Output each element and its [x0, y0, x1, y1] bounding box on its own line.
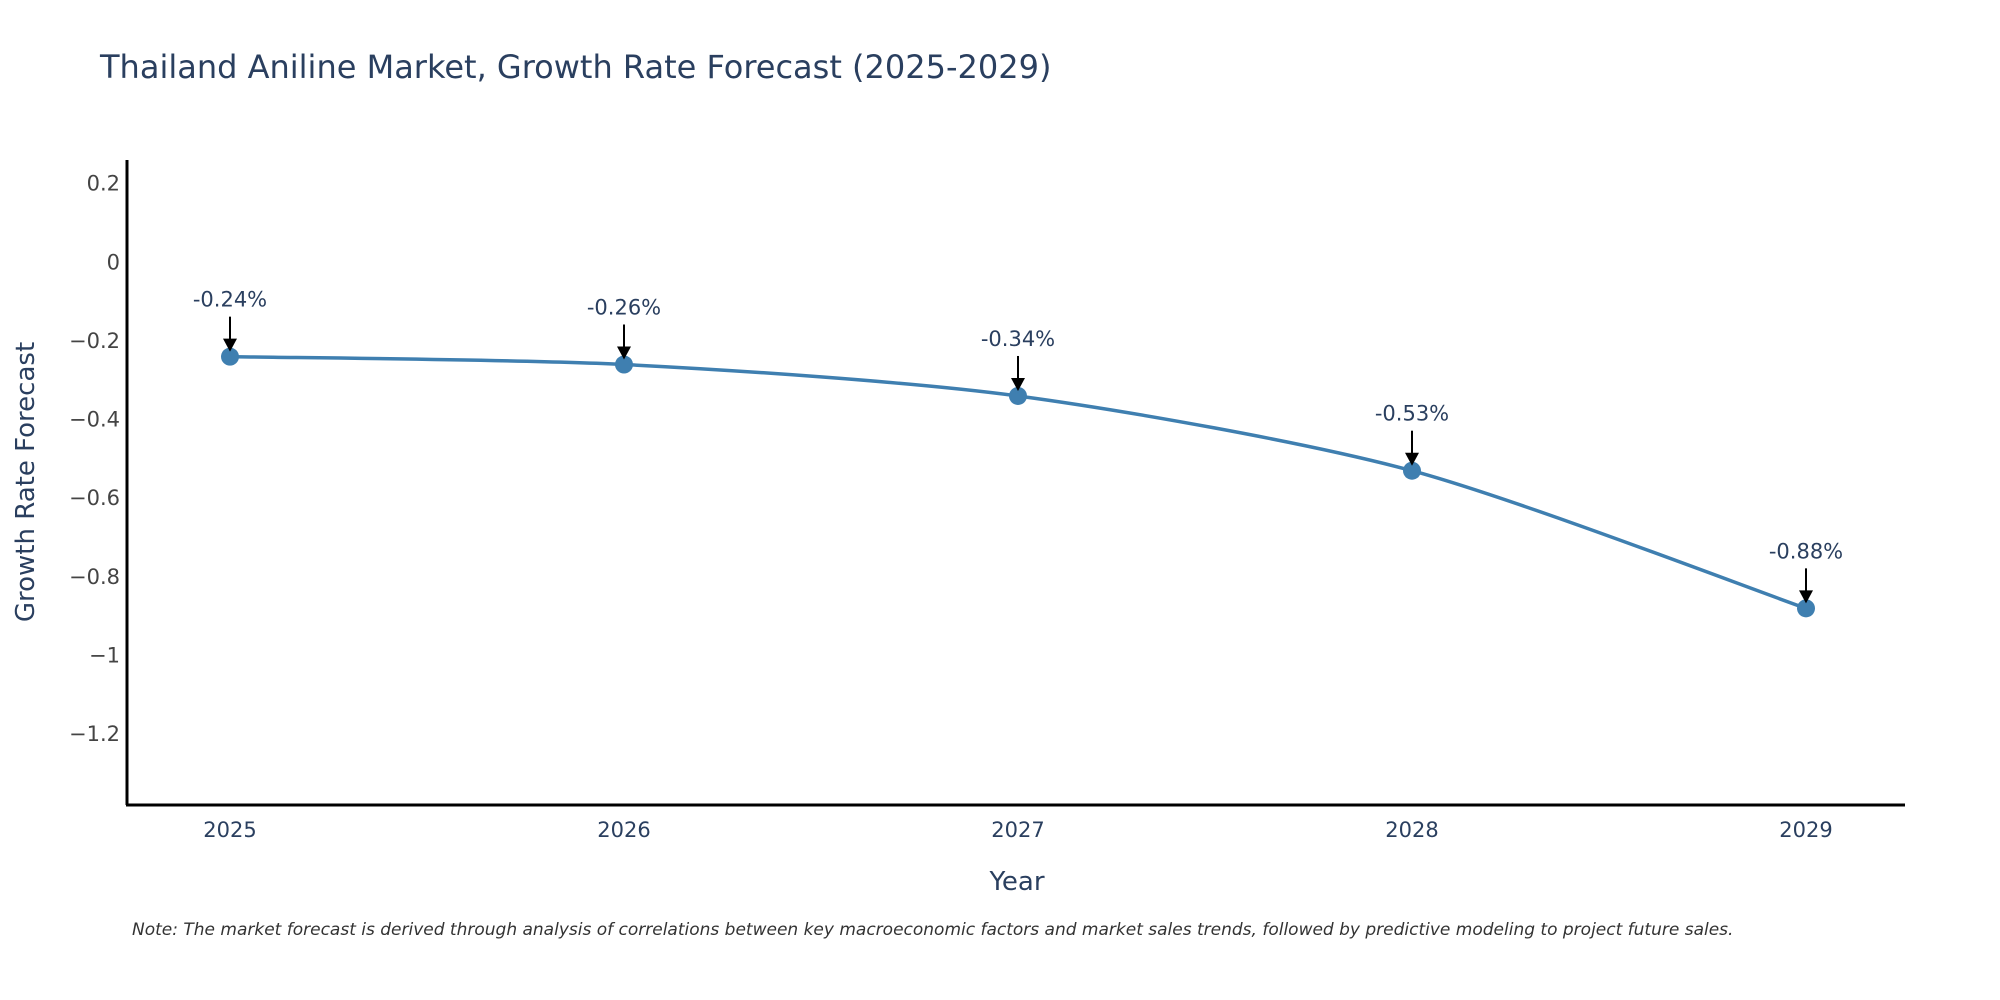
data-markers [221, 347, 1815, 618]
x-tick-label: 2026 [597, 818, 650, 842]
y-tick-label: 0.2 [87, 172, 120, 196]
x-tick-label: 2028 [1385, 818, 1438, 842]
y-tick-labels: 0.2 0 −0.2 −0.4 −0.6 −0.8 −1 −1.2 [69, 172, 120, 747]
annotation-arrow-head [1405, 452, 1419, 466]
y-tick-label: −1 [89, 644, 120, 668]
data-point [1009, 386, 1027, 405]
data-label: -0.24% [193, 288, 267, 312]
y-tick-label: −0.8 [69, 565, 120, 589]
data-annotations: -0.24% -0.26% -0.34% -0.53% -0.88% [193, 288, 1843, 604]
y-tick-label: −0.6 [69, 486, 120, 510]
x-axis-title: Year [988, 867, 1044, 897]
chart-title: Thailand Aniline Market, Growth Rate For… [99, 48, 1051, 86]
data-point [615, 355, 633, 374]
annotation-arrow-head [617, 346, 631, 360]
data-label: -0.34% [981, 327, 1055, 351]
footnote: Note: The market forecast is derived thr… [132, 920, 1734, 940]
y-tick-label: −1.2 [69, 722, 120, 746]
data-label: -0.53% [1375, 402, 1449, 426]
data-label: -0.26% [587, 296, 661, 320]
x-tick-labels: 2025 2026 2027 2028 2029 [203, 818, 1832, 842]
y-tick-label: 0 [107, 250, 120, 274]
annotation-arrow-head [1799, 590, 1813, 604]
y-axis-title: Growth Rate Forecast [11, 342, 41, 622]
annotation-arrow-head [223, 338, 237, 352]
data-point [221, 347, 239, 366]
data-point [1403, 461, 1421, 480]
annotation-arrow-head [1011, 377, 1025, 391]
data-point [1797, 599, 1815, 618]
data-label: -0.88% [1769, 539, 1843, 563]
y-tick-label: −0.2 [69, 329, 120, 353]
x-tick-label: 2029 [1779, 818, 1832, 842]
x-tick-label: 2027 [991, 818, 1044, 842]
y-tick-label: −0.4 [69, 408, 120, 432]
x-tick-label: 2025 [203, 818, 256, 842]
